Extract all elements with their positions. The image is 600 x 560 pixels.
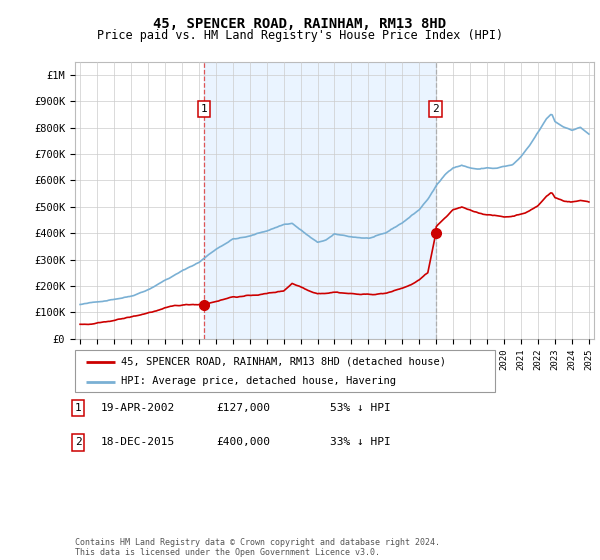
Bar xyxy=(204,62,436,339)
Text: 33% ↓ HPI: 33% ↓ HPI xyxy=(330,437,391,447)
Text: 45, SPENCER ROAD, RAINHAM, RM13 8HD (detached house): 45, SPENCER ROAD, RAINHAM, RM13 8HD (det… xyxy=(121,357,446,367)
Text: £400,000: £400,000 xyxy=(216,437,270,447)
Text: £127,000: £127,000 xyxy=(216,403,270,413)
Text: 53% ↓ HPI: 53% ↓ HPI xyxy=(330,403,391,413)
Text: 19-APR-2002: 19-APR-2002 xyxy=(101,403,175,413)
Text: Price paid vs. HM Land Registry's House Price Index (HPI): Price paid vs. HM Land Registry's House … xyxy=(97,29,503,42)
Text: 1: 1 xyxy=(200,104,207,114)
Text: HPI: Average price, detached house, Havering: HPI: Average price, detached house, Have… xyxy=(121,376,396,386)
Text: 2: 2 xyxy=(432,104,439,114)
Text: 2: 2 xyxy=(74,437,82,447)
Text: 18-DEC-2015: 18-DEC-2015 xyxy=(101,437,175,447)
Text: Contains HM Land Registry data © Crown copyright and database right 2024.
This d: Contains HM Land Registry data © Crown c… xyxy=(75,538,440,557)
Text: 45, SPENCER ROAD, RAINHAM, RM13 8HD: 45, SPENCER ROAD, RAINHAM, RM13 8HD xyxy=(154,17,446,31)
Text: 1: 1 xyxy=(74,403,82,413)
